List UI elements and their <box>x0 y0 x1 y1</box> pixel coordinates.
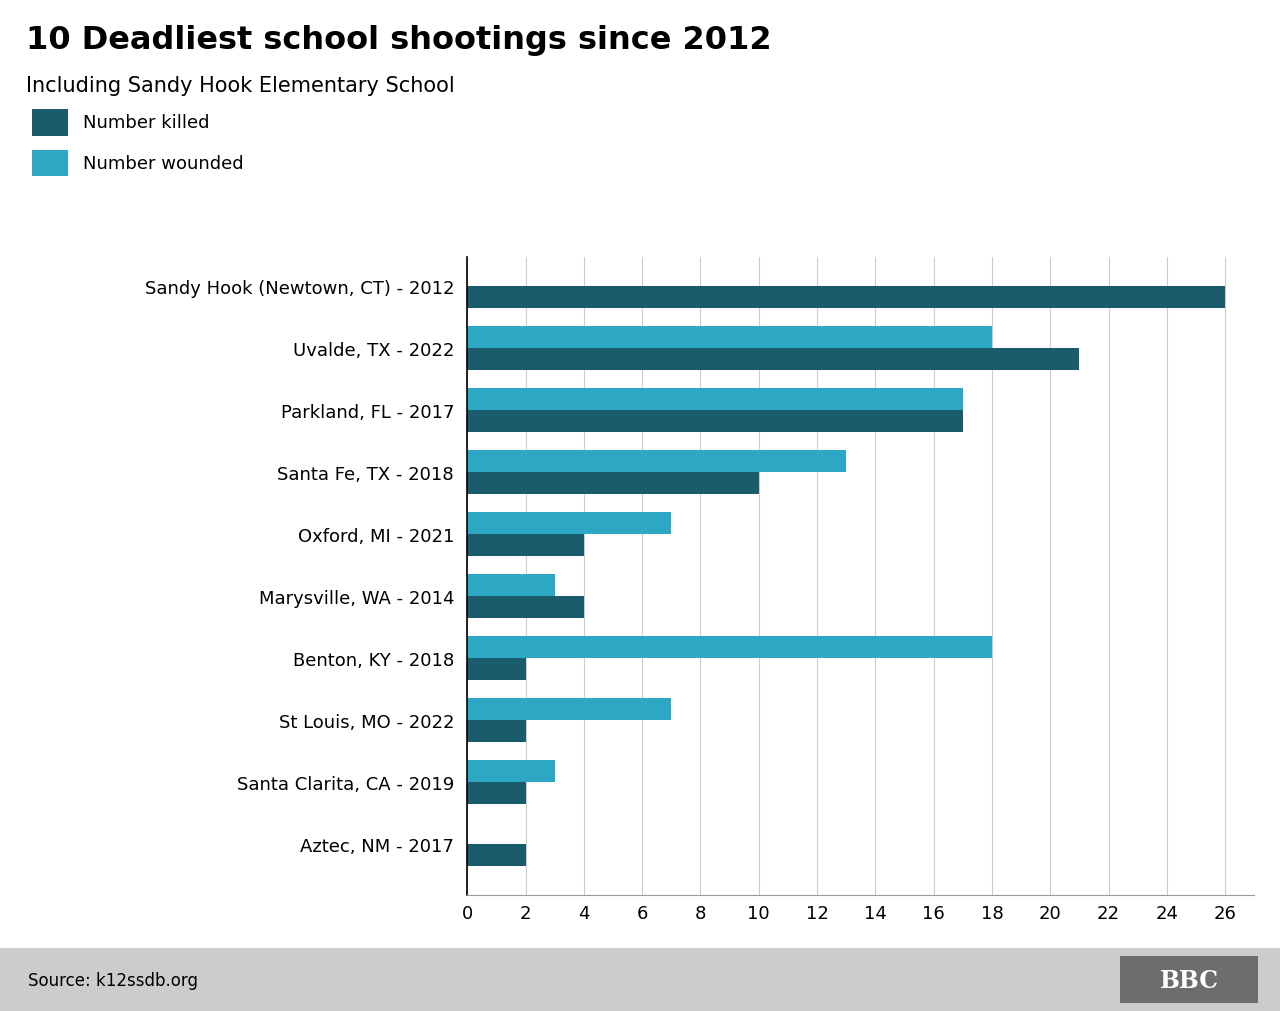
Text: Including Sandy Hook Elementary School: Including Sandy Hook Elementary School <box>26 76 454 96</box>
Text: Number killed: Number killed <box>83 114 210 132</box>
Text: BBC: BBC <box>1160 968 1219 992</box>
Bar <box>467 720 526 742</box>
Text: 10 Deadliest school shootings since 2012: 10 Deadliest school shootings since 2012 <box>26 25 772 57</box>
Bar <box>467 783 526 804</box>
Bar <box>467 327 992 349</box>
Bar <box>467 389 963 410</box>
Bar <box>467 844 526 865</box>
Bar <box>467 658 526 680</box>
Bar <box>467 287 1225 308</box>
Bar <box>467 472 759 494</box>
Bar <box>467 513 671 535</box>
Bar <box>467 760 554 783</box>
Bar <box>467 410 963 433</box>
Bar <box>467 574 554 596</box>
Text: Number wounded: Number wounded <box>83 155 243 173</box>
Text: Source: k12ssdb.org: Source: k12ssdb.org <box>28 971 198 989</box>
Bar <box>467 535 584 556</box>
Bar <box>467 637 992 658</box>
Bar <box>467 349 1079 370</box>
Bar <box>467 451 846 472</box>
Bar <box>467 699 671 720</box>
Bar <box>467 596 584 618</box>
